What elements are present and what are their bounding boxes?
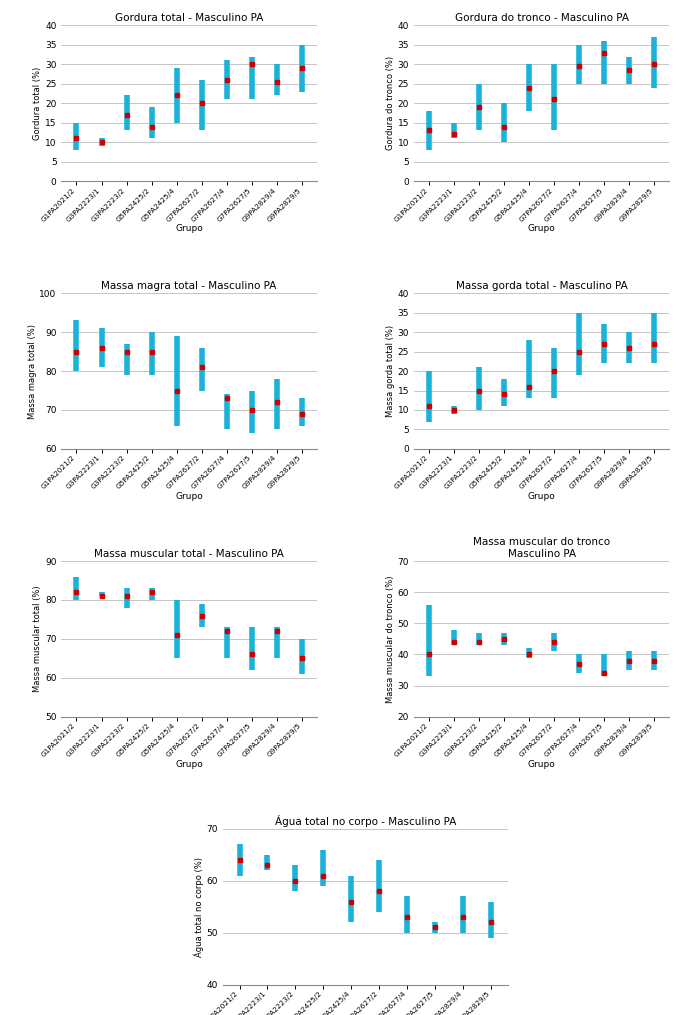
Y-axis label: Gordura do tronco (%): Gordura do tronco (%) (386, 56, 395, 150)
Title: Água total no corpo - Masculino PA: Água total no corpo - Masculino PA (275, 815, 456, 826)
Title: Gordura total - Masculino PA: Gordura total - Masculino PA (115, 13, 264, 23)
Title: Massa muscular do tronco
Masculino PA: Massa muscular do tronco Masculino PA (473, 537, 610, 559)
Title: Massa magra total - Masculino PA: Massa magra total - Masculino PA (102, 281, 277, 291)
Y-axis label: Massa magra total (%): Massa magra total (%) (27, 324, 37, 418)
X-axis label: Grupo: Grupo (528, 224, 555, 232)
X-axis label: Grupo: Grupo (528, 759, 555, 768)
Y-axis label: Massa muscular total (%): Massa muscular total (%) (33, 586, 42, 692)
Y-axis label: Água total no corpo (%): Água total no corpo (%) (193, 857, 204, 957)
Title: Massa muscular total - Masculino PA: Massa muscular total - Masculino PA (94, 549, 284, 559)
Y-axis label: Massa muscular do tronco (%): Massa muscular do tronco (%) (386, 576, 395, 702)
Title: Gordura do tronco - Masculino PA: Gordura do tronco - Masculino PA (455, 13, 628, 23)
X-axis label: Grupo: Grupo (176, 759, 203, 768)
Y-axis label: Gordura total (%): Gordura total (%) (33, 67, 42, 140)
Y-axis label: Massa gorda total (%): Massa gorda total (%) (386, 325, 395, 417)
X-axis label: Grupo: Grupo (176, 491, 203, 500)
X-axis label: Grupo: Grupo (528, 491, 555, 500)
Title: Massa gorda total - Masculino PA: Massa gorda total - Masculino PA (456, 281, 628, 291)
X-axis label: Grupo: Grupo (176, 224, 203, 232)
